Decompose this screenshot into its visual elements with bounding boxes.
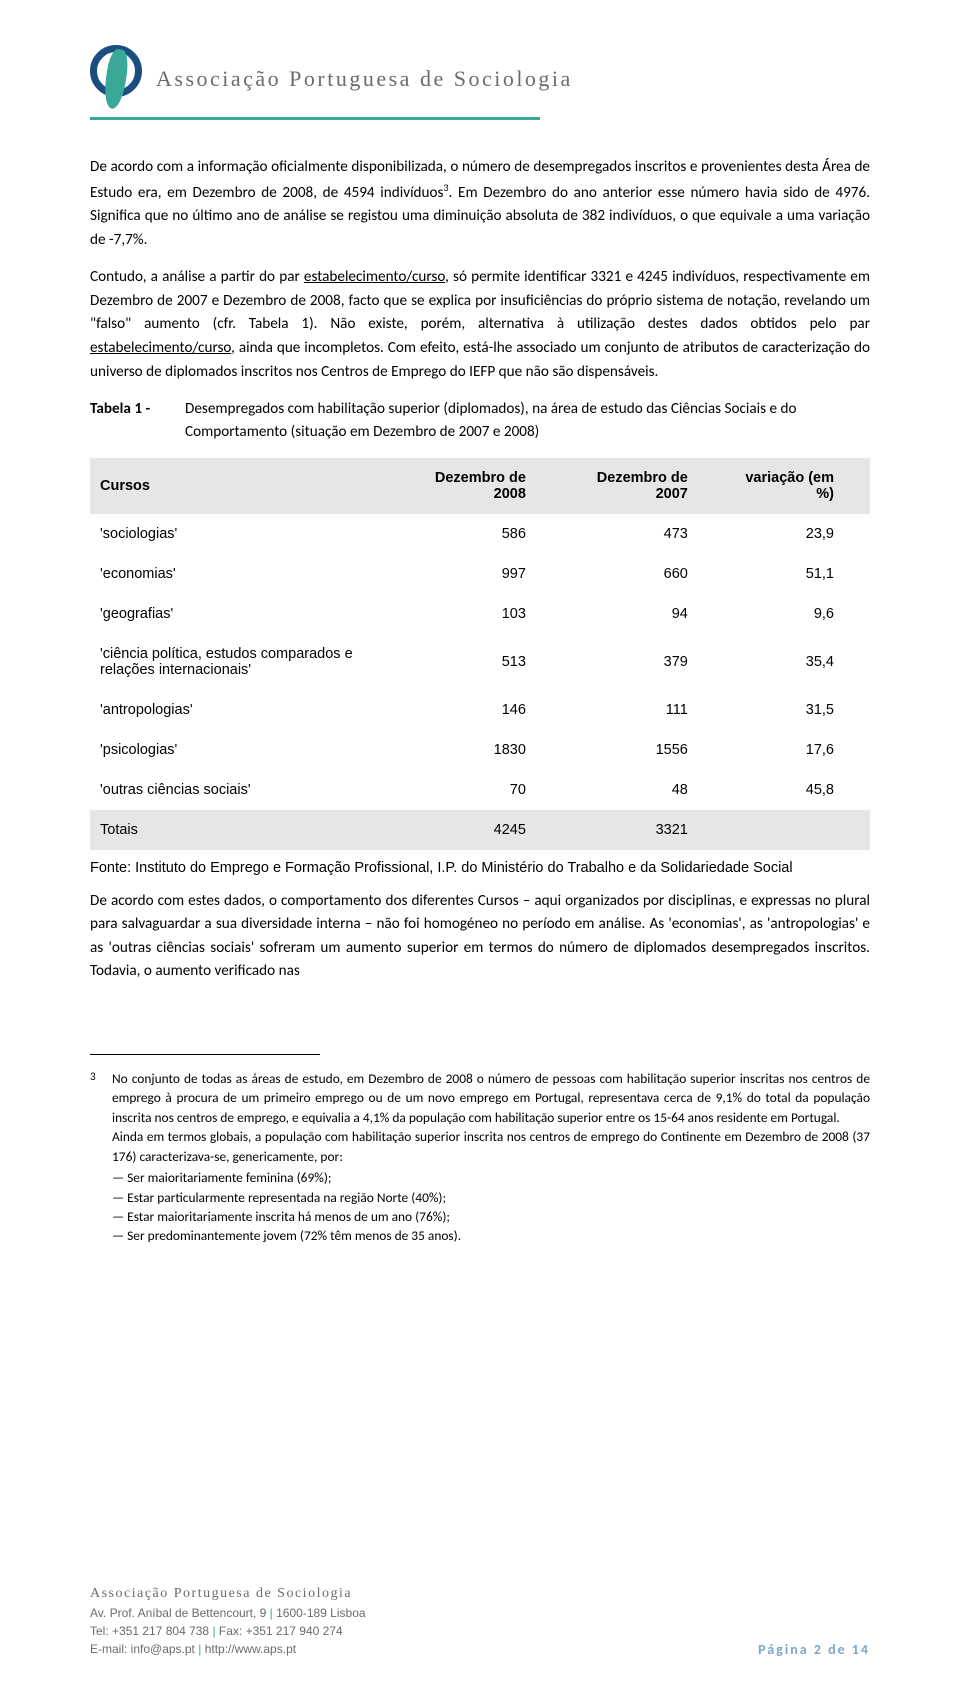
footnote-body: No conjunto de todas as áreas de estudo,…	[112, 1069, 870, 1246]
col-2007: Dezembro de 2007	[562, 458, 724, 514]
cell-course: 'outras ciências sociais'	[90, 770, 400, 810]
paragraph-2: Contudo, a análise a partir do par estab…	[90, 266, 870, 384]
cell-2007: 94	[562, 594, 724, 634]
table-row: 'sociologias' 586 473 23,9	[90, 514, 870, 554]
cell-2007: 660	[562, 554, 724, 594]
cell-2008: 146	[400, 690, 562, 730]
cell-course: 'geografias'	[90, 594, 400, 634]
paragraph-3: De acordo com estes dados, o comportamen…	[90, 890, 870, 984]
cell-2008: 997	[400, 554, 562, 594]
cell-2008: 1830	[400, 730, 562, 770]
cell-totals-var	[724, 810, 870, 850]
col-cursos: Cursos	[90, 458, 400, 514]
footnote-p1: No conjunto de todas as áreas de estudo,…	[112, 1070, 870, 1126]
footnote-p2: Ainda em termos globais, a população com…	[112, 1128, 870, 1164]
cell-course: 'sociologias'	[90, 514, 400, 554]
logo-row: Associação Portuguesa de Sociologia	[90, 45, 870, 113]
p2-u1: estabelecimento/curso	[304, 268, 445, 286]
cell-course: 'economias'	[90, 554, 400, 594]
cell-2008: 586	[400, 514, 562, 554]
footer-address: Av. Prof. Aníbal de Bettencourt, 9 | 160…	[90, 1604, 366, 1658]
table-caption: Tabela 1 - Desempregados com habilitação…	[90, 398, 870, 444]
table-row: 'geografias' 103 94 9,6	[90, 594, 870, 634]
cell-var: 31,5	[724, 690, 870, 730]
footer-org-name: Associação Portuguesa de Sociologia	[90, 1586, 870, 1602]
table-row: 'economias' 997 660 51,1	[90, 554, 870, 594]
p2-a: Contudo, a análise a partir do par	[90, 268, 304, 286]
table-label: Tabela 1 -	[90, 398, 185, 444]
addr-line3-b: http://www.aps.pt	[201, 1642, 296, 1656]
addr-line2-b: Fax: +351 217 940 274	[216, 1624, 343, 1638]
table-source: Fonte: Instituto do Emprego e Formação P…	[90, 860, 870, 876]
header-divider	[90, 117, 540, 120]
footnote-bullet: Ser predominantemente jovem (72% têm men…	[112, 1226, 870, 1245]
cell-2008: 70	[400, 770, 562, 810]
cell-totals-2007: 3321	[562, 810, 724, 850]
cell-var: 17,6	[724, 730, 870, 770]
page-footer: Associação Portuguesa de Sociologia Av. …	[90, 1586, 870, 1658]
footnote-list: Ser maioritariamente feminina (69%); Est…	[112, 1168, 870, 1246]
col-var: variação (em %)	[724, 458, 870, 514]
table-header-row: Cursos Dezembro de 2008 Dezembro de 2007…	[90, 458, 870, 514]
cell-totals-2008: 4245	[400, 810, 562, 850]
cell-var: 45,8	[724, 770, 870, 810]
org-name: Associação Portuguesa de Sociologia	[156, 66, 573, 92]
data-table: Cursos Dezembro de 2008 Dezembro de 2007…	[90, 458, 870, 850]
cell-var: 9,6	[724, 594, 870, 634]
table-caption-text: Desempregados com habilitação superior (…	[185, 398, 870, 444]
col-2008: Dezembro de 2008	[400, 458, 562, 514]
cell-2007: 1556	[562, 730, 724, 770]
addr-line3-a: E-mail: info@aps.pt	[90, 1642, 198, 1656]
table-row: 'ciência política, estudos comparados e …	[90, 634, 870, 690]
table-totals-row: Totais 4245 3321	[90, 810, 870, 850]
logo-icon	[90, 45, 142, 113]
page-header: Associação Portuguesa de Sociologia	[90, 0, 870, 156]
addr-line1-b: 1600-189 Lisboa	[273, 1606, 366, 1620]
footnote-bullet: Estar maioritariamente inscrita há menos…	[112, 1207, 870, 1226]
cell-2008: 513	[400, 634, 562, 690]
table-row: 'outras ciências sociais' 70 48 45,8	[90, 770, 870, 810]
footer-line: Av. Prof. Aníbal de Bettencourt, 9 | 160…	[90, 1604, 870, 1658]
table-row: 'psicologias' 1830 1556 17,6	[90, 730, 870, 770]
cell-var: 35,4	[724, 634, 870, 690]
cell-course: 'ciência política, estudos comparados e …	[90, 634, 400, 690]
cell-2007: 48	[562, 770, 724, 810]
page-number: Página 2 de 14	[758, 1641, 870, 1658]
addr-line2-a: Tel: +351 217 804 738	[90, 1624, 212, 1638]
footnote-bullet: Ser maioritariamente feminina (69%);	[112, 1168, 870, 1187]
cell-2007: 111	[562, 690, 724, 730]
cell-course: 'antropologias'	[90, 690, 400, 730]
cell-2008: 103	[400, 594, 562, 634]
footnote-divider	[90, 1054, 320, 1055]
cell-var: 51,1	[724, 554, 870, 594]
cell-2007: 473	[562, 514, 724, 554]
cell-var: 23,9	[724, 514, 870, 554]
paragraph-1: De acordo com a informação oficialmente …	[90, 156, 870, 252]
footnote-marker: 3	[90, 1069, 112, 1246]
cell-totals-label: Totais	[90, 810, 400, 850]
cell-course: 'psicologias'	[90, 730, 400, 770]
table-row: 'antropologias' 146 111 31,5	[90, 690, 870, 730]
addr-line1-a: Av. Prof. Aníbal de Bettencourt, 9	[90, 1606, 270, 1620]
footnote-bullet: Estar particularmente representada na re…	[112, 1188, 870, 1207]
footnote-3: 3 No conjunto de todas as áreas de estud…	[90, 1069, 870, 1246]
cell-2007: 379	[562, 634, 724, 690]
p2-u2: estabelecimento/curso	[90, 339, 231, 357]
